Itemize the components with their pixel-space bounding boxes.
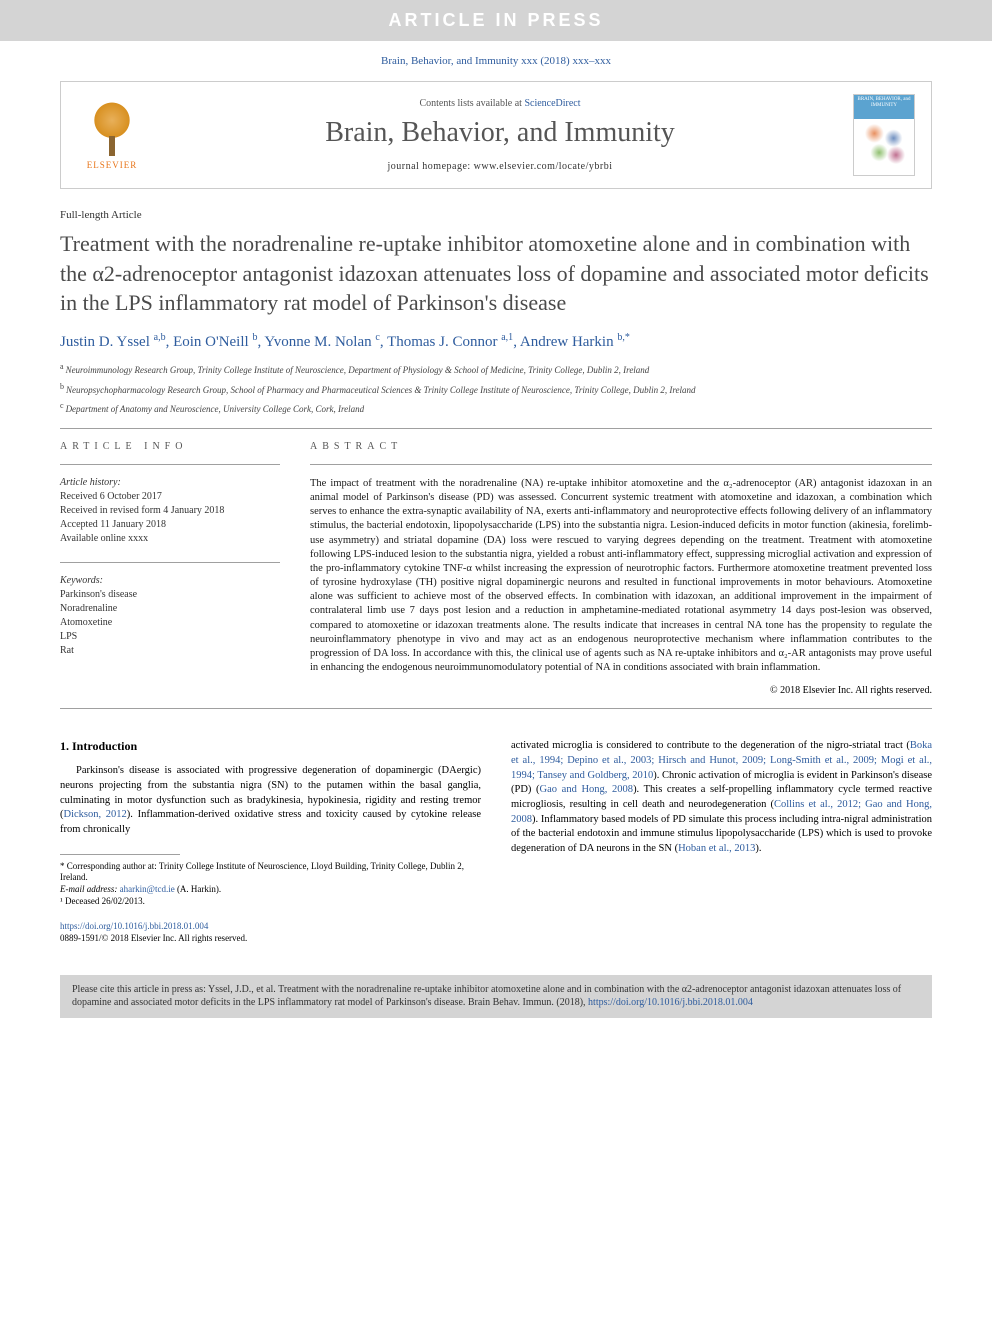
deceased-footnote: ¹ Deceased 26/02/2013. xyxy=(60,896,481,908)
keyword-item: LPS xyxy=(60,630,280,644)
intro-paragraph-1: Parkinson's disease is associated with p… xyxy=(60,764,481,837)
article-type: Full-length Article xyxy=(60,209,932,221)
affiliation: b Neuropsychopharmacology Research Group… xyxy=(60,381,932,397)
author-affiliation-sup: c xyxy=(375,332,379,343)
email-footnote: E-mail address: aharkin@tcd.ie (A. Harki… xyxy=(60,884,481,896)
elsevier-label: ELSEVIER xyxy=(87,160,138,170)
journal-cover-thumbnail[interactable]: BRAIN, BEHAVIOR, and IMMUNITY xyxy=(853,94,915,176)
author-affiliation-sup: a,b xyxy=(154,332,166,343)
intro-paragraph-2: activated microglia is considered to con… xyxy=(511,739,932,857)
author-affiliation-sup: b,* xyxy=(617,332,630,343)
article-history-block: Article history: Received 6 October 2017… xyxy=(60,477,280,546)
keyword-item: Parkinson's disease xyxy=(60,588,280,602)
keywords-label: Keywords: xyxy=(60,575,280,586)
main-content: Full-length Article Treatment with the n… xyxy=(0,189,992,955)
ref-gao-hong-2008[interactable]: Gao and Hong, 2008 xyxy=(540,784,634,795)
footnote-divider xyxy=(60,854,180,855)
divider xyxy=(60,428,932,429)
doi-link[interactable]: https://doi.org/10.1016/j.bbi.2018.01.00… xyxy=(60,921,208,931)
divider xyxy=(60,708,932,709)
history-label: Article history: xyxy=(60,477,280,488)
author[interactable]: Thomas J. Connor a,1 xyxy=(387,334,513,350)
abstract-heading: ABSTRACT xyxy=(310,441,932,452)
ref-hoban-2013[interactable]: Hoban et al., 2013 xyxy=(678,843,755,854)
sciencedirect-link[interactable]: ScienceDirect xyxy=(524,98,580,109)
email-link[interactable]: aharkin@tcd.ie xyxy=(120,884,175,894)
elsevier-tree-icon xyxy=(87,101,137,156)
abstract-column: ABSTRACT The impact of treatment with th… xyxy=(310,441,932,696)
banner-text: ARTICLE IN PRESS xyxy=(388,10,603,30)
keyword-item: Rat xyxy=(60,644,280,658)
cite-doi-link[interactable]: https://doi.org/10.1016/j.bbi.2018.01.00… xyxy=(588,997,753,1008)
authors-list: Justin D. Yssel a,b, Eoin O'Neill b, Yvo… xyxy=(60,332,932,351)
cite-text: Please cite this article in press as: Ys… xyxy=(72,984,901,1009)
divider xyxy=(310,464,932,465)
journal-citation-top: Brain, Behavior, and Immunity xxx (2018)… xyxy=(0,55,992,67)
article-info-column: ARTICLE INFO Article history: Received 6… xyxy=(60,441,280,696)
journal-header-center: Contents lists available at ScienceDirec… xyxy=(167,98,833,172)
affiliation: a Neuroimmunology Research Group, Trinit… xyxy=(60,361,932,377)
contents-line: Contents lists available at ScienceDirec… xyxy=(167,98,833,109)
divider xyxy=(60,562,280,563)
info-abstract-row: ARTICLE INFO Article history: Received 6… xyxy=(60,441,932,696)
body-columns: 1. Introduction Parkinson's disease is a… xyxy=(60,739,932,945)
issn-copyright: 0889-1591/© 2018 Elsevier Inc. All right… xyxy=(60,933,481,945)
article-title: Treatment with the noradrenaline re-upta… xyxy=(60,229,932,318)
cite-this-article-box: Please cite this article in press as: Ys… xyxy=(60,975,932,1018)
affiliation: c Department of Anatomy and Neuroscience… xyxy=(60,400,932,416)
author[interactable]: Justin D. Yssel a,b xyxy=(60,334,166,350)
journal-homepage[interactable]: journal homepage: www.elsevier.com/locat… xyxy=(167,161,833,172)
history-item: Accepted 11 January 2018 xyxy=(60,518,280,532)
cover-title: BRAIN, BEHAVIOR, and IMMUNITY xyxy=(854,95,914,110)
journal-header: ELSEVIER Contents lists available at Sci… xyxy=(60,81,932,189)
keyword-item: Noradrenaline xyxy=(60,602,280,616)
journal-name: Brain, Behavior, and Immunity xyxy=(167,117,833,149)
corresponding-author-footnote: * Corresponding author at: Trinity Colle… xyxy=(60,861,481,884)
section-heading-intro: 1. Introduction xyxy=(60,739,481,754)
ref-dickson-2012[interactable]: Dickson, 2012 xyxy=(64,809,127,820)
cover-art-icon xyxy=(860,119,908,167)
divider xyxy=(60,464,280,465)
history-item: Available online xxxx xyxy=(60,532,280,546)
author-affiliation-sup: b xyxy=(252,332,257,343)
body-column-right: activated microglia is considered to con… xyxy=(511,739,932,945)
author-affiliation-sup: a,1 xyxy=(501,332,513,343)
affiliations-block: a Neuroimmunology Research Group, Trinit… xyxy=(60,361,932,416)
author[interactable]: Andrew Harkin b,* xyxy=(520,334,630,350)
keywords-block: Keywords: Parkinson's diseaseNoradrenali… xyxy=(60,575,280,658)
history-item: Received 6 October 2017 xyxy=(60,490,280,504)
history-item: Received in revised form 4 January 2018 xyxy=(60,504,280,518)
article-info-heading: ARTICLE INFO xyxy=(60,441,280,452)
abstract-copyright: © 2018 Elsevier Inc. All rights reserved… xyxy=(310,685,932,696)
elsevier-logo[interactable]: ELSEVIER xyxy=(77,95,147,175)
doi-block: https://doi.org/10.1016/j.bbi.2018.01.00… xyxy=(60,921,481,944)
author[interactable]: Yvonne M. Nolan c xyxy=(264,334,379,350)
keyword-item: Atomoxetine xyxy=(60,616,280,630)
contents-prefix: Contents lists available at xyxy=(419,98,524,109)
author[interactable]: Eoin O'Neill b xyxy=(173,334,257,350)
body-column-left: 1. Introduction Parkinson's disease is a… xyxy=(60,739,481,945)
abstract-text: The impact of treatment with the noradre… xyxy=(310,477,932,675)
article-in-press-banner: ARTICLE IN PRESS xyxy=(0,0,992,41)
